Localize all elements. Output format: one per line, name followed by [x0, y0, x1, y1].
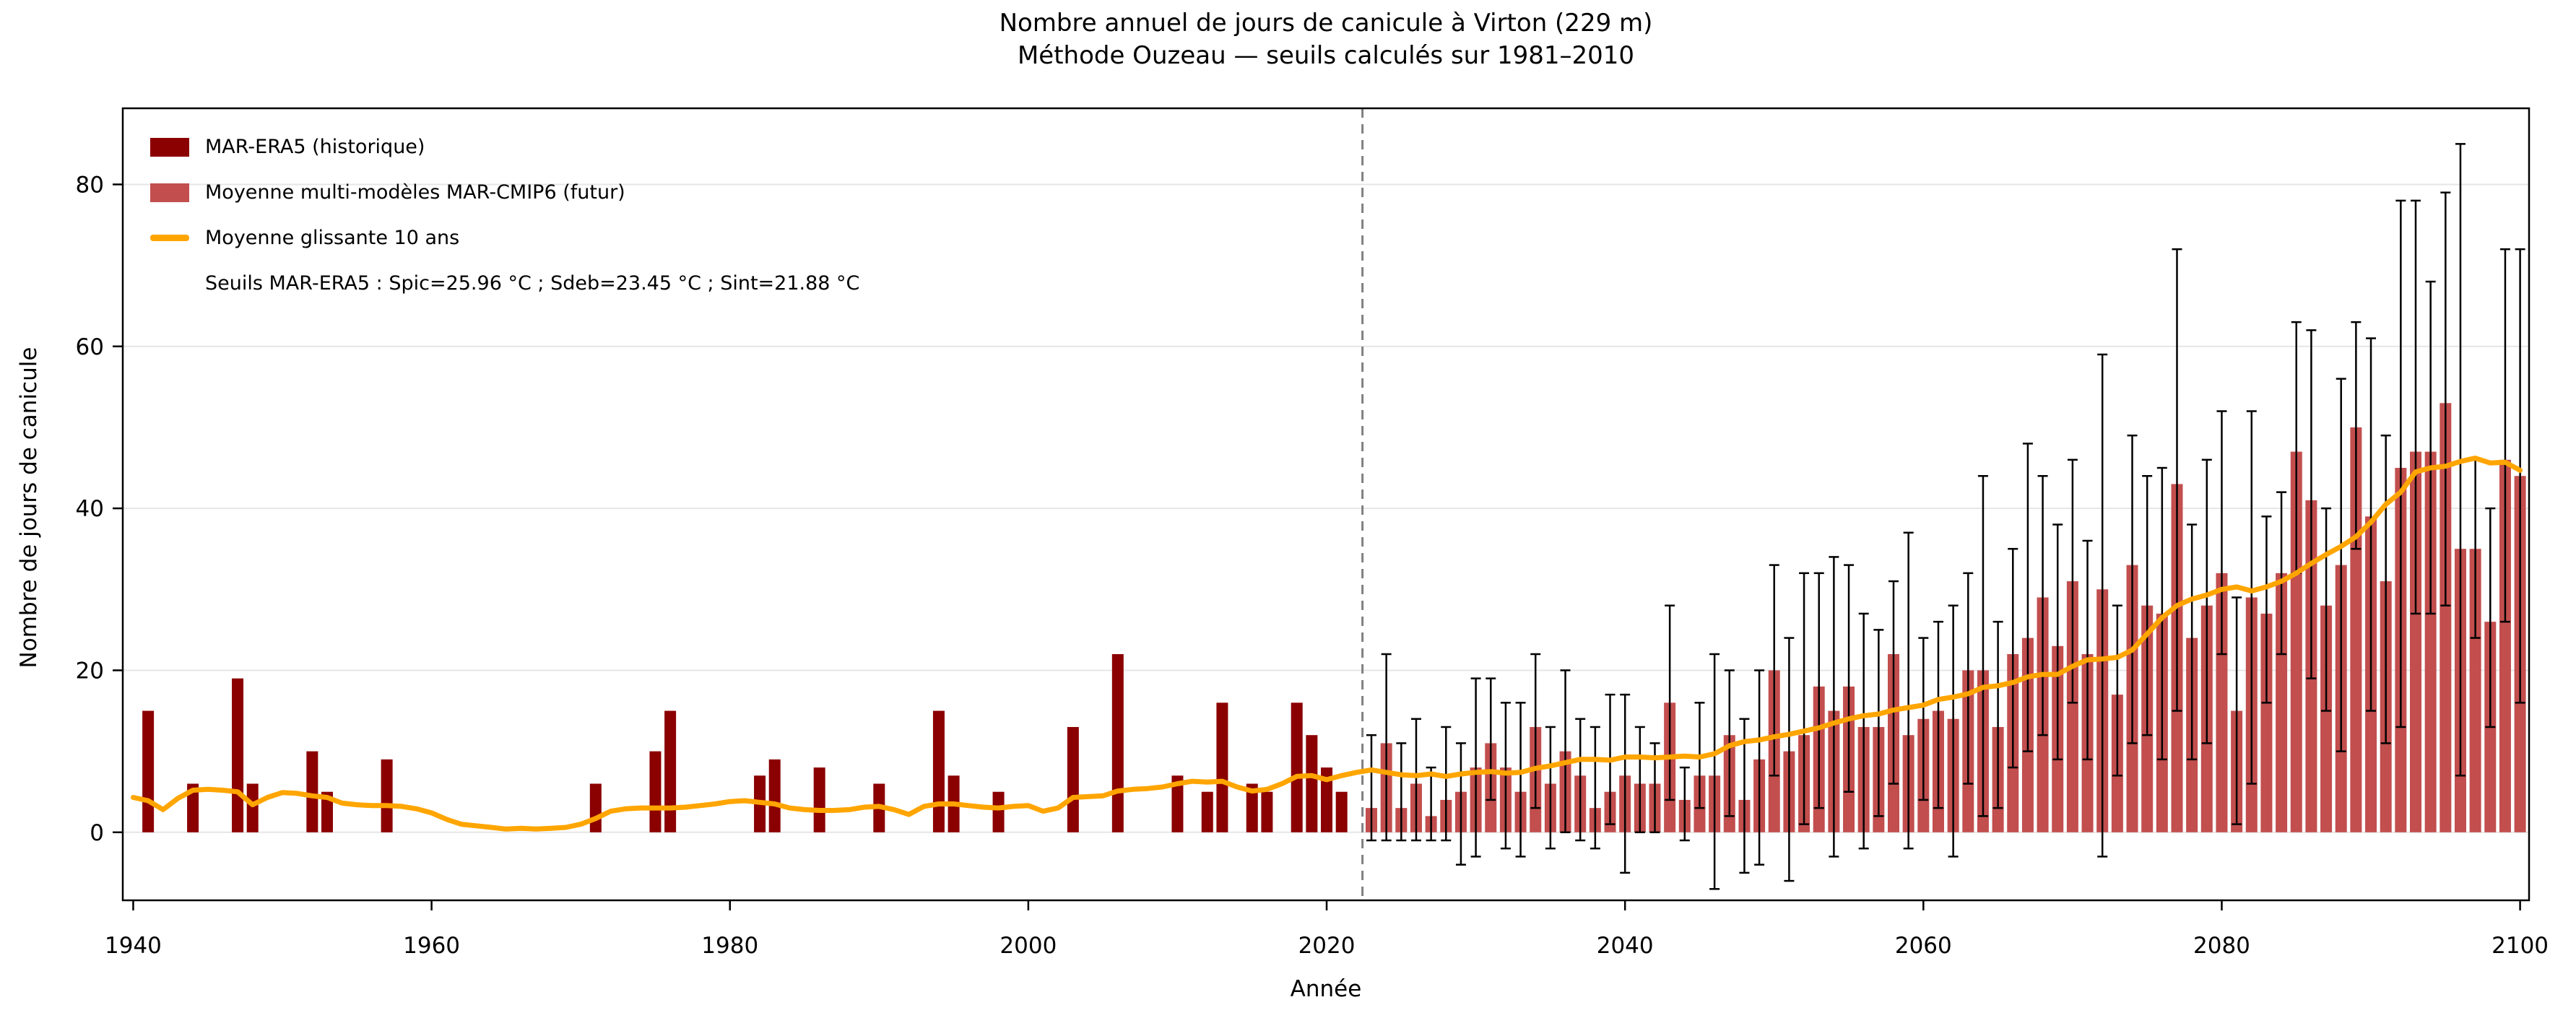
bar-year-2084 [2276, 573, 2288, 832]
rolling-mean-line [131, 456, 2523, 832]
bar-year-1983 [768, 759, 781, 832]
bar-year-1971 [589, 783, 602, 832]
x-tick-label-2020: 2020 [1298, 933, 1356, 959]
bar-year-2019 [1306, 735, 1318, 832]
bar-year-2021 [1335, 791, 1348, 832]
x-tick-label-2000: 2000 [999, 933, 1057, 959]
bar-year-2087 [2320, 605, 2333, 832]
x-tick-label-2100: 2100 [2492, 933, 2549, 959]
historical-bars [142, 654, 1348, 832]
chart-subtitle: Méthode Ouzeau — seuils calculés sur 198… [1017, 40, 1635, 70]
y-axis-label: Nombre de jours de canicule [16, 347, 42, 669]
x-tick-label-1980: 1980 [701, 933, 758, 959]
bar-year-1957 [381, 759, 393, 832]
y-tick-label-20: 20 [76, 658, 104, 684]
bar-year-2010 [1171, 775, 1184, 832]
legend-spacer [150, 280, 189, 287]
bar-year-2018 [1291, 702, 1303, 832]
y-tick-label-60: 60 [76, 334, 104, 360]
bar-year-2006 [1111, 654, 1124, 832]
bar-year-1998 [992, 791, 1005, 832]
thresholds-text: Seuils MAR-ERA5 : Spic=25.96 °C ; Sdeb=2… [205, 272, 860, 295]
bar-year-2094 [2424, 451, 2437, 832]
bar-year-2003 [1067, 726, 1079, 832]
x-tick-label-2040: 2040 [1597, 933, 1654, 959]
bar-year-2093 [2410, 451, 2422, 832]
x-axis-label: Année [1290, 976, 1362, 1002]
bar-year-1953 [321, 791, 334, 832]
bar-year-2020 [1321, 767, 1333, 832]
chart-title: Nombre annuel de jours de canicule à Vir… [999, 9, 1653, 38]
future-swatch-icon [150, 183, 189, 202]
y-tick-label-40: 40 [76, 496, 104, 522]
bar-year-2097 [2469, 549, 2481, 832]
bar-year-2070 [2066, 581, 2078, 832]
y-tick-label-80: 80 [76, 172, 104, 198]
legend: MAR-ERA5 (historique) Moyenne multi-modè… [150, 124, 859, 306]
bar-year-2095 [2440, 403, 2452, 832]
rolling-mean-swatch-icon [150, 235, 189, 241]
legend-thresholds-row: Seuils MAR-ERA5 : Spic=25.96 °C ; Sdeb=2… [150, 261, 859, 306]
x-tick-label-1960: 1960 [403, 933, 460, 959]
bar-year-1941 [142, 710, 155, 832]
bar-year-2015 [1246, 783, 1258, 832]
error-bars [1366, 143, 2525, 890]
bar-year-2089 [2350, 427, 2362, 832]
historical-swatch-icon [150, 137, 189, 157]
bar-year-2099 [2499, 459, 2511, 832]
bar-year-2083 [2260, 613, 2273, 832]
bar-year-1948 [246, 783, 259, 832]
legend-label: Moyenne multi-modèles MAR-CMIP6 (futur) [205, 181, 625, 204]
y-tick-label-0: 0 [90, 820, 104, 846]
x-tick-label-1940: 1940 [105, 933, 162, 959]
bar-year-1947 [232, 678, 244, 832]
bar-year-2013 [1216, 702, 1228, 832]
x-tick-label-2080: 2080 [2193, 933, 2250, 959]
legend-label: MAR-ERA5 (historique) [205, 136, 425, 158]
bar-year-2016 [1261, 791, 1273, 832]
legend-item-future: Moyenne multi-modèles MAR-CMIP6 (futur) [150, 170, 859, 215]
bar-year-2080 [2216, 573, 2228, 832]
bar-year-1952 [306, 751, 318, 832]
x-tick-label-2060: 2060 [1895, 933, 1952, 959]
bar-year-2085 [2290, 451, 2302, 832]
bar-year-1944 [187, 783, 199, 832]
bar-year-1994 [932, 710, 945, 832]
legend-item-historical: MAR-ERA5 (historique) [150, 124, 859, 170]
bar-year-1986 [813, 767, 825, 832]
axes-frame-and-ticks: 1940 1960 1980 2000 2020 2040 2060 2080 21000204… [76, 107, 2549, 959]
bar-year-2012 [1201, 791, 1213, 832]
legend-item-rolling-mean: Moyenne glissante 10 ans [150, 215, 859, 261]
legend-label: Moyenne glissante 10 ans [205, 227, 460, 249]
bar-year-1976 [664, 710, 677, 832]
bar-year-1975 [649, 751, 662, 832]
title-block: Nombre annuel de jours de canicule à Vir… [123, 7, 2529, 72]
